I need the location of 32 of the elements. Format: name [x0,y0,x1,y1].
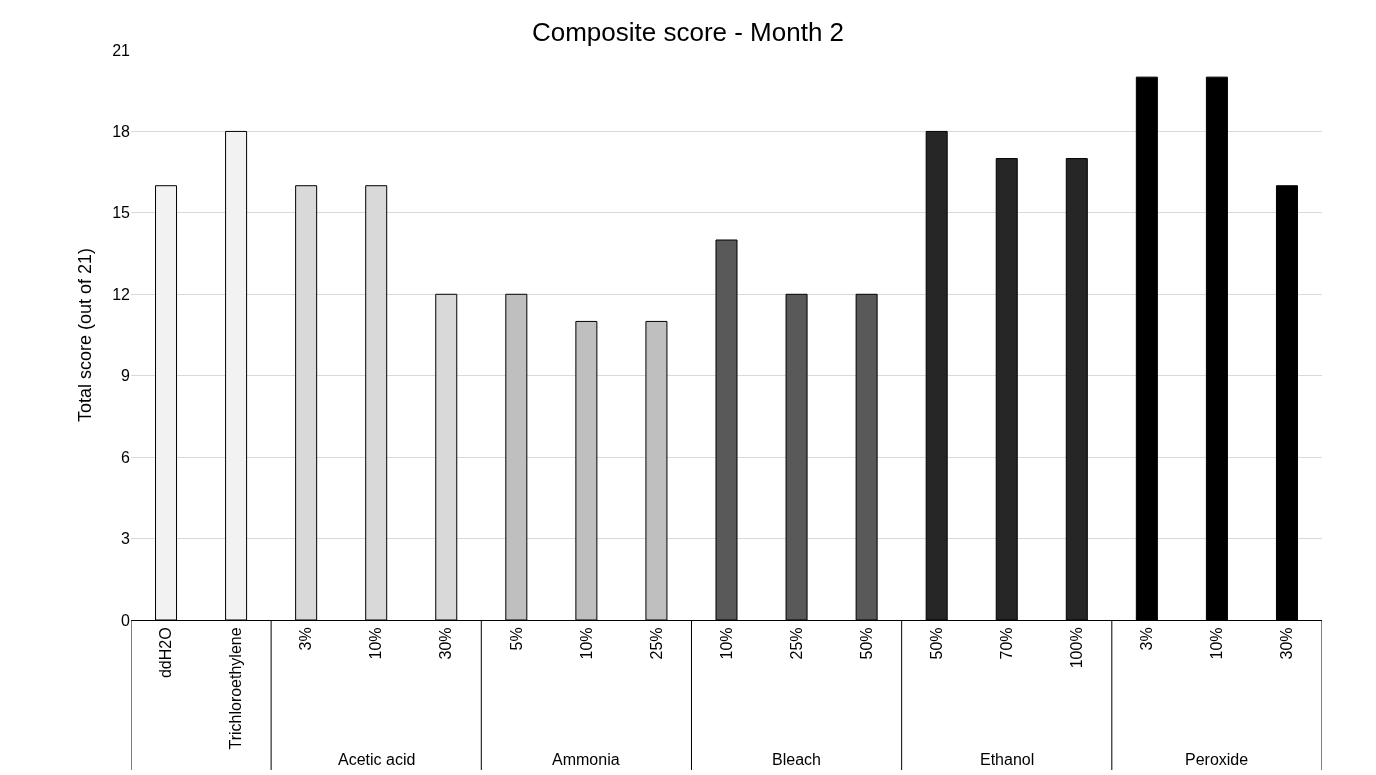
x-tick-label: 3% [297,627,315,651]
y-tick-label: 3 [121,530,131,548]
x-tick-label: 10% [577,627,595,660]
y-tick-label: 12 [112,285,131,303]
x-tick-label: 70% [997,627,1015,660]
y-tick-label: 21 [112,41,131,59]
x-tick-label: 100% [1067,627,1085,669]
text: Ethanol [980,751,1035,768]
x-tick-label: 10% [1208,627,1226,660]
text: Ammonia [552,751,620,768]
x-tick-label: 50% [857,627,875,660]
x-tick-label: 10% [367,627,385,660]
x-tick-label: 5% [507,627,525,651]
x-tick-label: 25% [647,627,665,660]
y-tick-label: 15 [112,204,131,222]
text: Bleach [772,751,821,768]
y-axis-title: Total score (out of 21) [75,247,96,423]
x-tick-label: 30% [437,627,455,660]
y-tick-label: 6 [121,448,131,466]
x-tick-label: 50% [927,627,945,660]
x-tick-label: ddH2O [157,627,175,679]
x-tick-label: Trichloroethylene [227,627,245,750]
x-tick-label: 3% [1138,627,1156,651]
x-tick-label: 10% [717,627,735,660]
y-tick-label: 9 [121,367,131,385]
x-tick-label: 30% [1278,627,1296,660]
text: Acetic acid [338,751,416,768]
x-tick-label: 25% [787,627,805,660]
y-tick-label: 0 [121,611,131,629]
y-tick-label: 18 [112,123,131,141]
text: Peroxide [1185,751,1249,768]
chart-title: Composite score - Month 2 [531,17,845,48]
